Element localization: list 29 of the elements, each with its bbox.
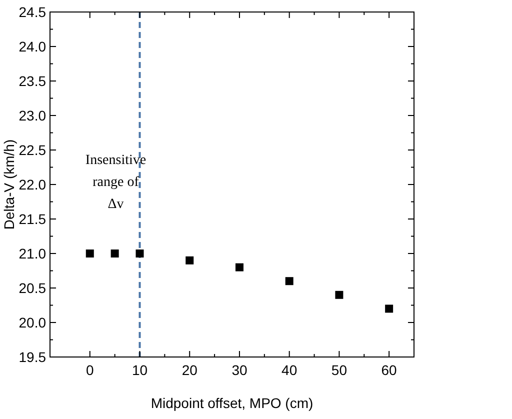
x-tick-label: 20	[182, 362, 198, 378]
y-tick-label: 23.0	[18, 108, 46, 124]
y-axis-title: Delta-V (km/h)	[1, 139, 17, 230]
y-tick-label: 24.5	[18, 4, 46, 20]
y-tick-label: 24.0	[18, 38, 46, 54]
y-tick-label: 23.5	[18, 73, 46, 89]
y-tick-label: 21.0	[18, 246, 46, 262]
y-tick-label: 22.0	[18, 176, 46, 192]
point	[385, 304, 394, 313]
y-tick-label: 22.5	[18, 142, 46, 158]
y-tick-label: 19.5	[18, 349, 46, 365]
y-tick-label: 21.5	[18, 211, 46, 227]
point	[186, 256, 194, 264]
annotation: Insensitive range of Δv	[85, 152, 146, 212]
x-tick-label: 40	[282, 362, 298, 378]
x-tick-label: 30	[232, 362, 248, 378]
point	[110, 250, 119, 258]
point	[335, 290, 344, 299]
y-tick-label: 20.5	[18, 280, 46, 296]
y-tick-label: 20.0	[18, 314, 46, 330]
x-tick-label: 0	[86, 362, 94, 378]
point	[285, 277, 294, 286]
point	[235, 263, 244, 272]
x-tick-label: 60	[381, 362, 398, 378]
point	[86, 250, 94, 258]
point	[136, 250, 144, 258]
x-axis-title: Midpoint offset, MPO (cm)	[150, 395, 314, 411]
x-tick-label: 10	[132, 362, 148, 378]
x-tick-label: 50	[331, 362, 348, 378]
